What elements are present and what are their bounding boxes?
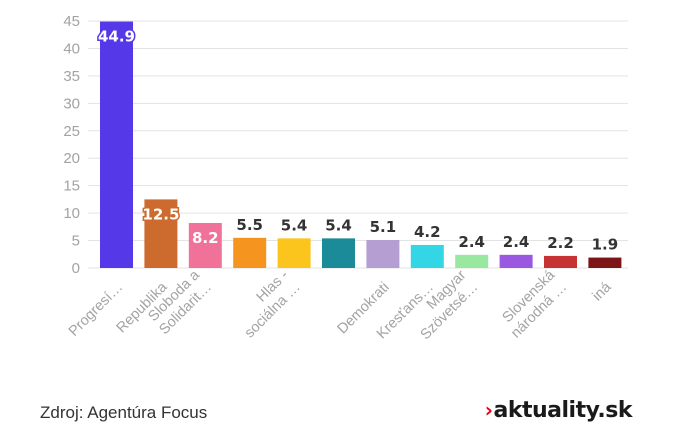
y-tick-label: 15 (63, 178, 80, 195)
brand-logo[interactable]: ›aktuality.sk (484, 398, 633, 423)
bar-value-label: 8.2 (192, 229, 219, 247)
bar-value-label: 4.2 (414, 223, 441, 241)
bar[interactable] (144, 199, 178, 268)
bar-value-label: 2.2 (547, 234, 574, 252)
y-tick-label: 5 (72, 233, 80, 250)
y-tick-label: 45 (63, 13, 80, 30)
bar[interactable] (366, 240, 400, 268)
bar-value-label: 5.4 (281, 216, 308, 234)
bar-value-label: 12.5 (142, 205, 179, 223)
bar[interactable] (544, 255, 577, 268)
bar-value-label: 5.5 (236, 216, 263, 234)
y-axis-ticks: 0 5 10 15 20 25 30 35 40 45 (63, 13, 80, 277)
bar-value-label: 2.4 (503, 233, 530, 251)
y-tick-label: 0 (72, 260, 80, 277)
category-label: Slovenskánárodná … (496, 267, 571, 342)
grid-lines (88, 20, 628, 269)
brand-chevron-icon: › (484, 398, 493, 422)
brand-name: aktuality.sk (493, 398, 632, 423)
category-label: iná (590, 279, 616, 305)
bar-value-label: 44.9 (98, 28, 135, 46)
bar-value-label: 1.9 (592, 236, 619, 254)
bar-value-label: 5.4 (325, 216, 352, 234)
bar[interactable] (277, 238, 311, 268)
y-tick-label: 10 (63, 205, 80, 222)
bar[interactable] (588, 257, 622, 268)
bar[interactable] (100, 21, 133, 268)
y-tick-label: 35 (63, 68, 80, 85)
bar[interactable] (499, 254, 533, 268)
y-tick-label: 25 (63, 123, 80, 140)
bar[interactable] (188, 222, 222, 268)
bars (100, 21, 622, 268)
bar[interactable] (410, 244, 444, 268)
bar[interactable] (233, 237, 267, 268)
bar-value-label: 2.4 (458, 233, 485, 251)
bar[interactable] (455, 254, 489, 268)
source-caption: Zdroj: Agentúra Focus (40, 403, 208, 422)
bar-chart: 0 5 10 15 20 25 30 35 40 45 44.9 12.5 8.2 5.5 5.4 5.4 5… (63, 13, 628, 343)
y-tick-label: 40 (63, 40, 80, 57)
category-label: Hlas -sociálna … (230, 267, 304, 341)
value-labels: 44.9 12.5 8.2 5.5 5.4 5.4 5.1 4.2 2.4 2.4 2.2 1.9 (96, 26, 619, 254)
y-tick-label: 30 (63, 95, 80, 112)
category-label: Progresí… (66, 279, 126, 339)
bar[interactable] (322, 238, 355, 268)
y-tick-label: 20 (63, 150, 80, 167)
bar-value-label: 5.1 (370, 218, 397, 236)
